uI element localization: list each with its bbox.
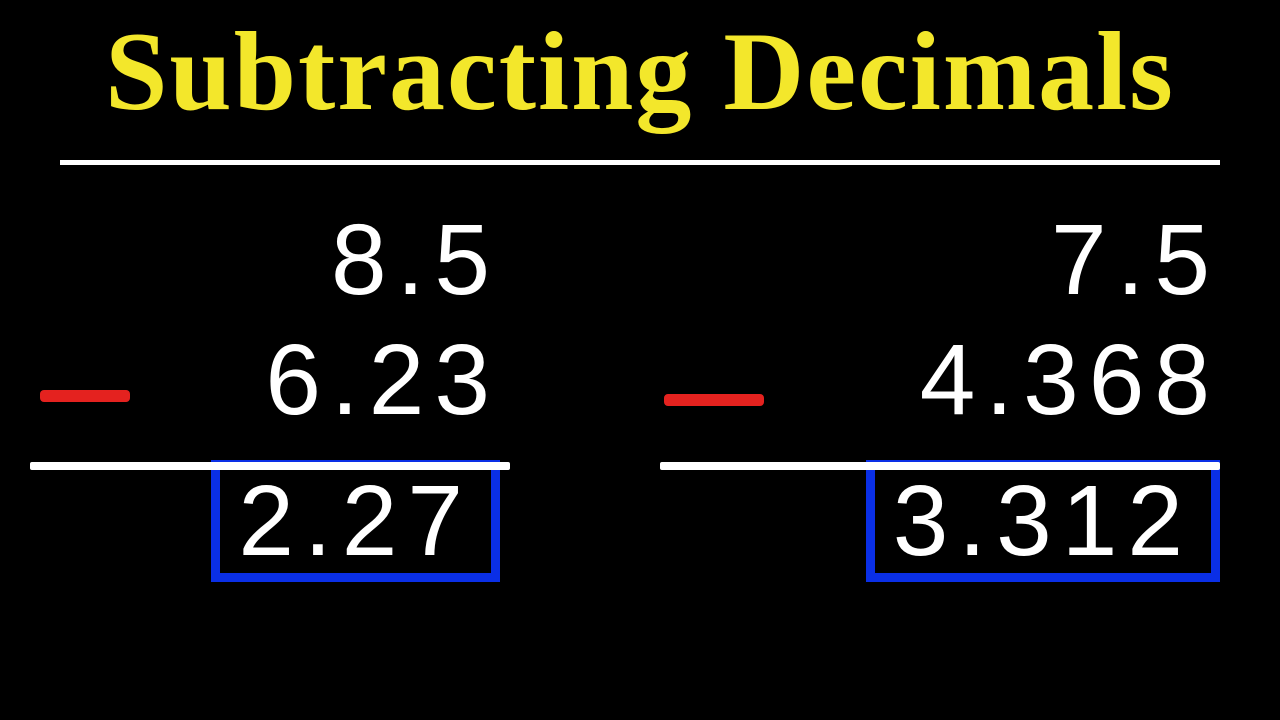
subtrahend-value: 4.368: [920, 328, 1220, 433]
answer-box: 2.27: [211, 460, 500, 582]
result-value: 2.27: [238, 465, 473, 577]
subtrahend-value: 6.23: [265, 328, 500, 433]
answer-box: 3.312: [866, 460, 1220, 582]
minuend-value: 7.5: [1051, 208, 1220, 313]
minus-sign-left: [40, 390, 130, 402]
equals-line-left: [30, 462, 510, 470]
minus-sign-right: [664, 394, 764, 406]
minuend-row: 8.5: [60, 200, 500, 320]
minuend-value: 8.5: [331, 208, 500, 313]
subtrahend-row: 6.23: [60, 320, 500, 440]
equals-line-right: [660, 462, 1220, 470]
page-title: Subtracting Decimals: [0, 8, 1280, 137]
problems-container: 8.5 6.23 2.27 7.5 4.368 3.312: [0, 200, 1280, 720]
subtrahend-row: 4.368: [680, 320, 1220, 440]
problem-right: 7.5 4.368 3.312: [680, 200, 1220, 582]
result-value: 3.312: [893, 465, 1193, 577]
title-underline: [60, 160, 1220, 165]
minuend-row: 7.5: [680, 200, 1220, 320]
